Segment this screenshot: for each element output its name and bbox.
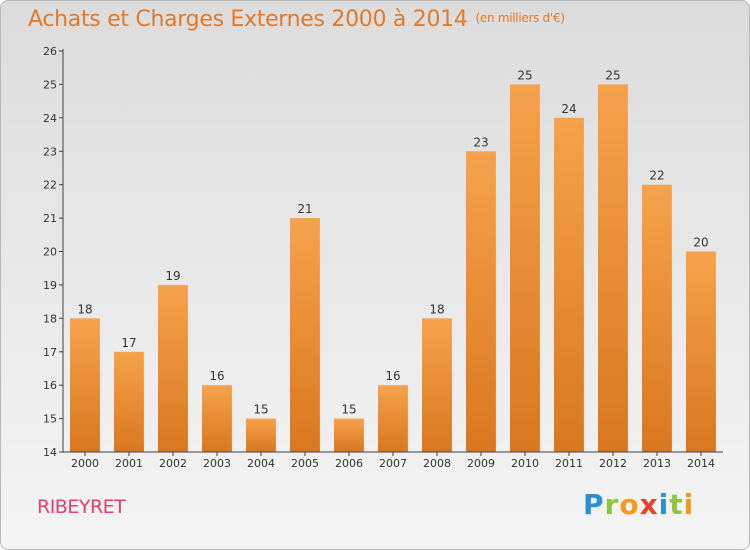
y-tick-label-19: 19: [43, 279, 57, 292]
data-label-2001: 17: [121, 336, 136, 350]
x-tick-label-2013: 2013: [643, 457, 671, 470]
data-label-2007: 16: [385, 369, 400, 383]
logo-letter: t: [669, 488, 684, 521]
bar-2012: [598, 84, 628, 453]
bar-2011: [554, 117, 584, 453]
logo-letter: o: [619, 488, 640, 521]
data-label-2000: 18: [77, 302, 92, 316]
logo-letter: P: [583, 488, 605, 521]
bar-2000: [70, 318, 100, 452]
y-tick-label-22: 22: [43, 179, 57, 192]
bar-2002: [158, 284, 188, 452]
data-label-2010: 25: [517, 68, 532, 82]
y-tick-label-17: 17: [43, 346, 57, 359]
data-label-2008: 18: [429, 302, 444, 316]
x-tick-label-2002: 2002: [159, 457, 187, 470]
x-tick-label-2003: 2003: [203, 457, 231, 470]
logo-letter: i: [683, 488, 695, 521]
x-tick-label-2001: 2001: [115, 457, 143, 470]
x-tick-label-2006: 2006: [335, 457, 363, 470]
bar-2007: [378, 385, 408, 452]
logo-letter: r: [604, 488, 620, 521]
data-label-2014: 20: [693, 236, 708, 250]
bar-2006: [334, 418, 364, 452]
x-tick-label-2000: 2000: [71, 457, 99, 470]
data-label-2006: 15: [341, 403, 356, 417]
x-tick-label-2009: 2009: [467, 457, 495, 470]
logo-letter: i: [658, 488, 670, 521]
y-tick-label-21: 21: [43, 212, 57, 225]
data-label-2009: 23: [473, 135, 488, 149]
logo-letter: x: [639, 488, 659, 521]
y-tick-label-20: 20: [43, 246, 57, 259]
bar-2008: [422, 318, 452, 452]
y-tick-label-25: 25: [43, 78, 57, 91]
x-tick-label-2005: 2005: [291, 457, 319, 470]
data-label-2013: 22: [649, 169, 664, 183]
x-tick-label-2007: 2007: [379, 457, 407, 470]
city-name: RIBEYRET: [37, 496, 126, 518]
y-tick-label-24: 24: [43, 112, 57, 125]
data-label-2003: 16: [209, 369, 224, 383]
x-tick-label-2014: 2014: [687, 457, 715, 470]
bar-2005: [290, 218, 320, 452]
y-tick-label-16: 16: [43, 379, 57, 392]
y-tick-label-14: 14: [43, 446, 57, 459]
chart-title: Achats et Charges Externes 2000 à 2014 (e…: [28, 7, 565, 32]
x-tick-label-2008: 2008: [423, 457, 451, 470]
y-tick-label-15: 15: [43, 413, 57, 426]
bar-2003: [202, 385, 232, 452]
bar-2001: [114, 351, 144, 453]
y-tick-label-26: 26: [43, 45, 57, 58]
data-label-2011: 24: [561, 102, 576, 116]
x-tick-label-2010: 2010: [511, 457, 539, 470]
bar-2010: [510, 84, 540, 453]
bar-2004: [246, 418, 276, 452]
proxiti-logo[interactable]: Proxiti: [583, 488, 694, 521]
chart-title-text: Achats et Charges Externes 2000 à 2014: [28, 7, 468, 32]
bar-2013: [642, 184, 672, 452]
data-label-2004: 15: [253, 403, 268, 417]
bar-2009: [466, 151, 496, 453]
data-label-2012: 25: [605, 68, 620, 82]
data-label-2002: 19: [165, 269, 180, 283]
bar-2014: [686, 251, 716, 452]
y-tick-label-18: 18: [43, 312, 57, 325]
data-label-2005: 21: [297, 202, 312, 216]
x-tick-label-2011: 2011: [555, 457, 583, 470]
x-tick-label-2004: 2004: [247, 457, 275, 470]
y-tick-label-23: 23: [43, 145, 57, 158]
unit-note: (en milliers d'€): [475, 11, 565, 25]
x-tick-label-2012: 2012: [599, 457, 627, 470]
